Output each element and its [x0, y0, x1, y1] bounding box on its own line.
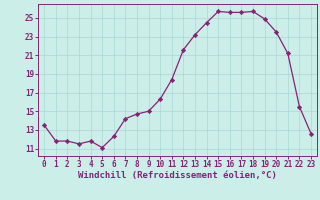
- X-axis label: Windchill (Refroidissement éolien,°C): Windchill (Refroidissement éolien,°C): [78, 171, 277, 180]
